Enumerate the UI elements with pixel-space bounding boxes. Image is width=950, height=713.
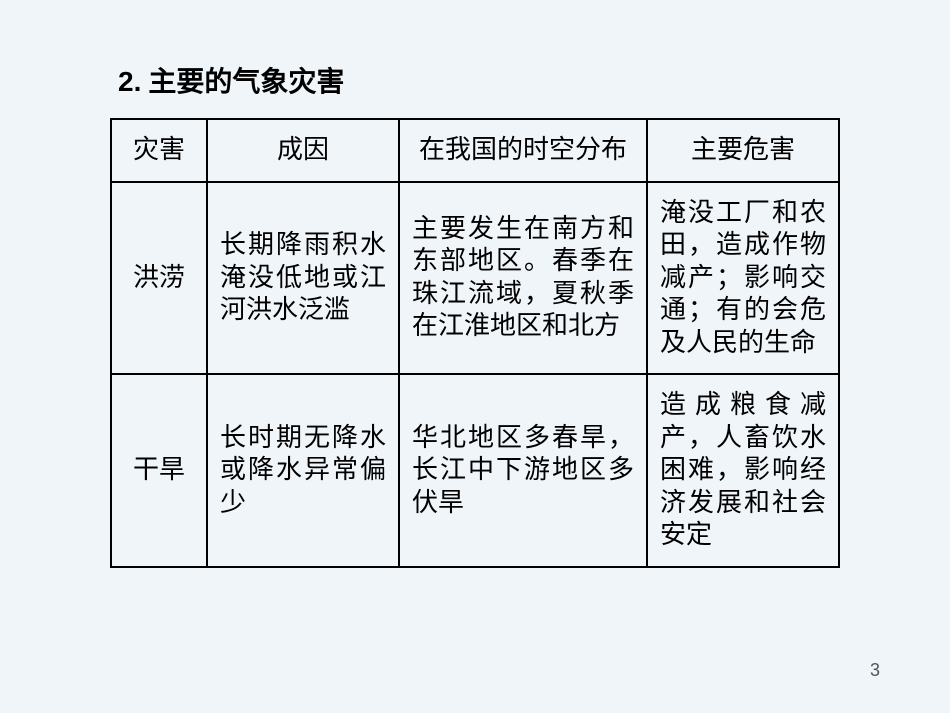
disaster-table: 灾害 成因 在我国的时空分布 主要危害 洪涝 长期降雨积水淹没低地或江河洪水泛滥… [110,118,840,568]
header-disaster: 灾害 [111,119,207,182]
heading-text: 主要的气象灾害 [148,67,344,98]
table-header-row: 灾害 成因 在我国的时空分布 主要危害 [111,119,839,182]
cell-distribution: 主要发生在南方和东部地区。春季在珠江流域，夏秋季在江淮地区和北方 [399,182,647,375]
heading-number: 2. [118,66,141,97]
page-number: 3 [870,660,880,681]
header-harm: 主要危害 [647,119,839,182]
cell-harm: 造成粮食减产，人畜饮水困难，影响经济发展和社会安定 [647,374,839,567]
cell-disaster-name: 干旱 [111,374,207,567]
table-row: 洪涝 长期降雨积水淹没低地或江河洪水泛滥 主要发生在南方和东部地区。春季在珠江流… [111,182,839,375]
section-heading: 2. 主要的气象灾害 [118,60,840,100]
header-cause: 成因 [207,119,399,182]
cell-disaster-name: 洪涝 [111,182,207,375]
header-distribution: 在我国的时空分布 [399,119,647,182]
table-row: 干旱 长时期无降水或降水异常偏少 华北地区多春旱，长江中下游地区多伏旱 造成粮食… [111,374,839,567]
cell-harm: 淹没工厂和农田，造成作物减产；影响交通；有的会危及人民的生命 [647,182,839,375]
cell-cause: 长期降雨积水淹没低地或江河洪水泛滥 [207,182,399,375]
cell-cause: 长时期无降水或降水异常偏少 [207,374,399,567]
cell-distribution: 华北地区多春旱，长江中下游地区多伏旱 [399,374,647,567]
